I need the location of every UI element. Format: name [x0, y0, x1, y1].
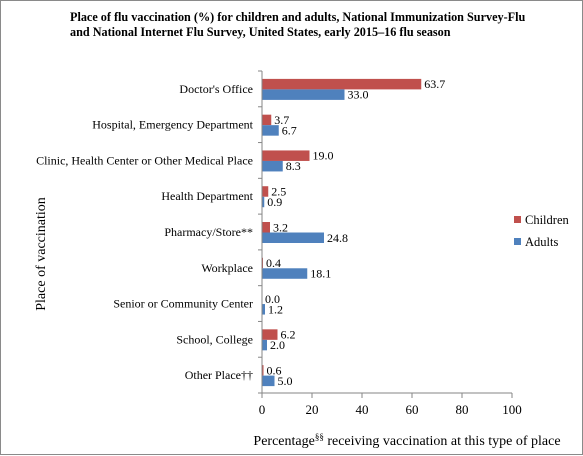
- y-axis-label: Place of vaccination: [34, 197, 49, 311]
- bar-adults: [262, 196, 265, 208]
- bar-adults: [262, 160, 283, 172]
- x-tick-label: 100: [502, 402, 522, 417]
- bar-adults: [262, 375, 275, 387]
- x-tick-label: 0: [259, 402, 266, 417]
- bar-adults: [262, 232, 324, 243]
- x-tick-label: 20: [306, 402, 319, 417]
- data-label-adults: 18.1: [310, 267, 331, 281]
- legend-label-adults: Adults: [525, 235, 558, 249]
- bar-children: [262, 114, 272, 126]
- data-label-adults: 0.9: [267, 195, 282, 209]
- category-label: Doctor's Office: [179, 82, 253, 96]
- bar-children: [262, 78, 422, 90]
- data-label-children: 3.2: [273, 220, 288, 234]
- data-label-adults: 1.2: [268, 302, 283, 316]
- data-label-children: 19.0: [313, 149, 334, 163]
- data-label-adults: 6.7: [282, 123, 297, 137]
- data-label-adults: 8.3: [286, 159, 301, 173]
- x-tick-label: 40: [356, 402, 369, 417]
- legend-label-children: Children: [525, 213, 569, 227]
- category-label: Other Place††: [185, 368, 253, 382]
- category-label: Senior or Community Center: [113, 297, 253, 311]
- x-axis-label: Percentage§§ receiving vaccination at th…: [253, 432, 560, 449]
- bar-children: [262, 222, 270, 233]
- data-label-children: 63.7: [424, 77, 445, 91]
- category-label: School, College: [176, 332, 253, 346]
- labels-layer: Doctor's Office 63.7 33.0 Hospital, Emergen…: [36, 77, 445, 388]
- legend-swatch-adults: [514, 238, 521, 245]
- x-axis-label-prefix: Percentage: [253, 434, 314, 449]
- data-label-children: 3.7: [274, 113, 289, 127]
- data-label-children: 2.5: [271, 184, 286, 198]
- bars-layer: [262, 78, 422, 387]
- bar-adults: [262, 304, 265, 315]
- legend: Children Adults: [514, 213, 569, 249]
- data-label-children: 0.6: [267, 363, 282, 377]
- category-label: Workplace: [201, 261, 253, 275]
- chart-title: Place of flu vaccination (%) for childre…: [70, 10, 526, 39]
- data-label-children: 0.4: [266, 256, 281, 270]
- x-tick-label: 80: [456, 402, 469, 417]
- data-label-children: 6.2: [281, 328, 296, 342]
- bar-children: [262, 186, 269, 197]
- category-label: Health Department: [161, 189, 253, 203]
- data-label-adults: 2.0: [270, 338, 285, 352]
- bar-children: [262, 329, 278, 340]
- data-label-children: 0.0: [265, 292, 280, 306]
- bar-adults: [262, 89, 345, 100]
- bar-children: [262, 365, 264, 376]
- x-axis-label-suffix: receiving vaccination at this type of pl…: [324, 434, 561, 449]
- axes-layer: 0 20 40 60 80 100: [258, 70, 522, 417]
- data-label-adults: 5.0: [278, 374, 293, 388]
- bar-adults: [262, 125, 279, 136]
- bar-adults: [262, 339, 267, 351]
- category-label: Hospital, Emergency Department: [92, 118, 253, 132]
- category-label: Pharmacy/Store**: [164, 225, 253, 239]
- x-tick-label: 60: [406, 402, 419, 417]
- data-label-adults: 33.0: [348, 88, 369, 102]
- legend-swatch-children: [514, 216, 521, 223]
- data-label-adults: 24.8: [327, 231, 348, 245]
- x-axis-label-superscript: §§: [315, 432, 324, 442]
- category-label: Clinic, Health Center or Other Medical P…: [36, 153, 253, 167]
- bar-children: [262, 150, 310, 161]
- bar-adults: [262, 268, 308, 279]
